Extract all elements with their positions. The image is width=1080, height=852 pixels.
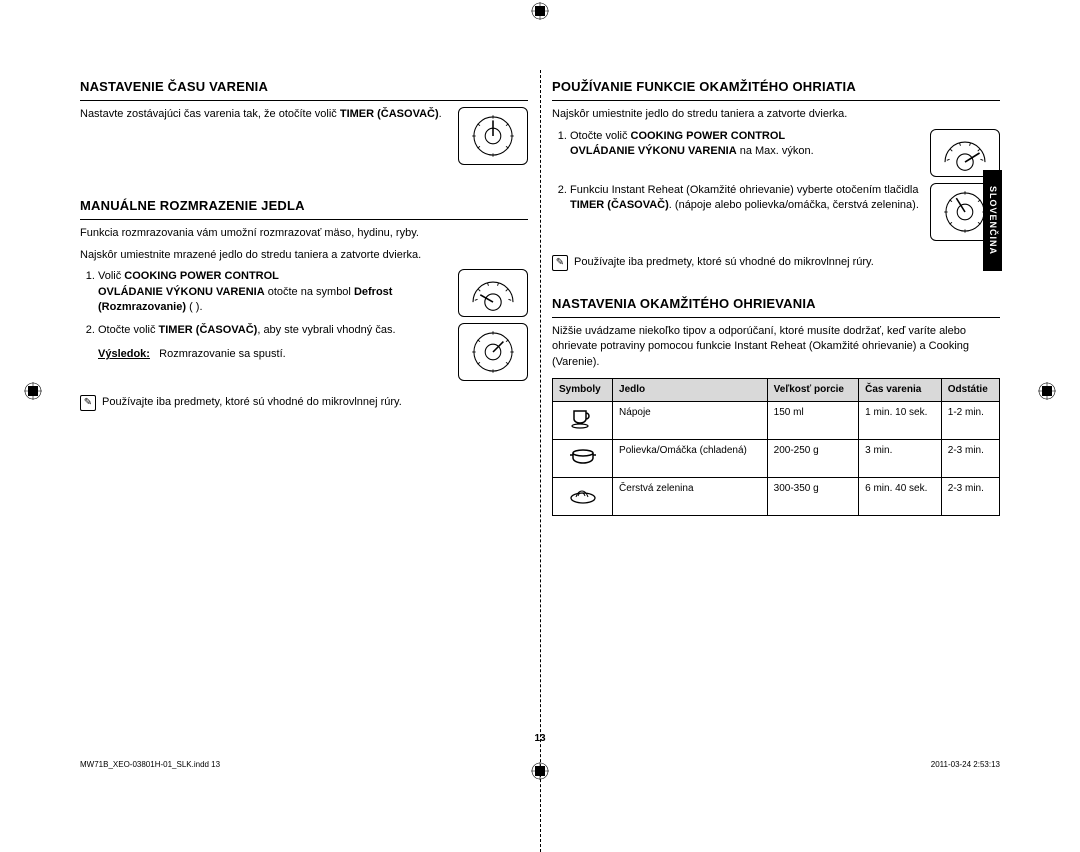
page-number: 13: [534, 732, 545, 746]
footer: MW71B_XEO-03801H-01_SLK.indd 13 2011-03-…: [80, 759, 1000, 770]
cell-portion: 150 ml: [767, 401, 858, 439]
defrost-note: ✎ Používajte iba predmety, ktoré sú vhod…: [80, 395, 528, 411]
cell-food: Čerstvá zelenina: [613, 477, 768, 515]
th-time: Čas varenia: [859, 378, 942, 401]
table-row: Čerstvá zelenina 300-350 g 6 min. 40 sek…: [553, 477, 1000, 515]
hr: [80, 100, 528, 101]
timer-dial-illustration: [458, 323, 528, 381]
cell-time: 3 min.: [859, 439, 942, 477]
heading-manual-defrost: MANUÁLNE ROZMRAZENIE JEDLA: [80, 197, 528, 215]
hr: [552, 100, 1000, 101]
crop-mark-top: [531, 2, 549, 20]
note-text: Používajte iba predmety, ktoré sú vhodné…: [102, 395, 402, 410]
defrost-intro1: Funkcia rozmrazovania vám umožní rozmraz…: [80, 226, 528, 241]
crop-mark-left: [24, 382, 42, 400]
reheat-settings-table: Symboly Jedlo Veľkosť porcie Čas varenia…: [552, 378, 1000, 516]
right-column: SLOVENČINA POUŽÍVANIE FUNKCIE OKAMŽITÉHO…: [552, 70, 1000, 640]
note-icon: ✎: [80, 395, 96, 411]
pot-icon: [553, 439, 613, 477]
timer-dial-illustration: [458, 107, 528, 165]
reheat-note: ✎ Používajte iba predmety, ktoré sú vhod…: [552, 255, 1000, 271]
th-food: Jedlo: [613, 378, 768, 401]
power-dial-illustration: [458, 269, 528, 317]
cell-food: Nápoje: [613, 401, 768, 439]
th-stand: Odstátie: [941, 378, 999, 401]
table-row: Nápoje 150 ml 1 min. 10 sek. 1-2 min.: [553, 401, 1000, 439]
cell-time: 6 min. 40 sek.: [859, 477, 942, 515]
settings-intro: Nižšie uvádzame niekoľko tipov a odporúč…: [552, 324, 1000, 370]
defrost-intro2: Najskôr umiestnite mrazené jedlo do stre…: [80, 248, 528, 263]
vegetable-icon: [553, 477, 613, 515]
table-row: Polievka/Omáčka (chladená) 200-250 g 3 m…: [553, 439, 1000, 477]
crop-mark-right: [1038, 382, 1056, 400]
cell-stand: 2-3 min.: [941, 439, 999, 477]
cell-portion: 300-350 g: [767, 477, 858, 515]
cell-stand: 2-3 min.: [941, 477, 999, 515]
cell-food: Polievka/Omáčka (chladená): [613, 439, 768, 477]
note-icon: ✎: [552, 255, 568, 271]
footer-timestamp: 2011-03-24 2:53:13: [931, 759, 1000, 770]
cell-portion: 200-250 g: [767, 439, 858, 477]
heading-instant-reheat: POUŽÍVANIE FUNKCIE OKAMŽITÉHO OHRIATIA: [552, 78, 1000, 96]
heading-cooking-time: NASTAVENIE ČASU VARENIA: [80, 78, 528, 96]
left-column: NASTAVENIE ČASU VARENIA Nastavte zostáva…: [80, 70, 528, 640]
heading-reheat-settings: NASTAVENIA OKAMŽITÉHO OHRIEVANIA: [552, 295, 1000, 313]
note-text: Používajte iba predmety, ktoré sú vhodné…: [574, 255, 874, 270]
hr: [552, 317, 1000, 318]
cell-stand: 1-2 min.: [941, 401, 999, 439]
th-symbols: Symboly: [553, 378, 613, 401]
cell-time: 1 min. 10 sek.: [859, 401, 942, 439]
th-portion: Veľkosť porcie: [767, 378, 858, 401]
footer-file: MW71B_XEO-03801H-01_SLK.indd 13: [80, 759, 220, 770]
language-tab: SLOVENČINA: [983, 170, 1002, 271]
hr: [80, 219, 528, 220]
reheat-intro: Najskôr umiestnite jedlo do stredu tanie…: [552, 107, 1000, 122]
cup-icon: [553, 401, 613, 439]
